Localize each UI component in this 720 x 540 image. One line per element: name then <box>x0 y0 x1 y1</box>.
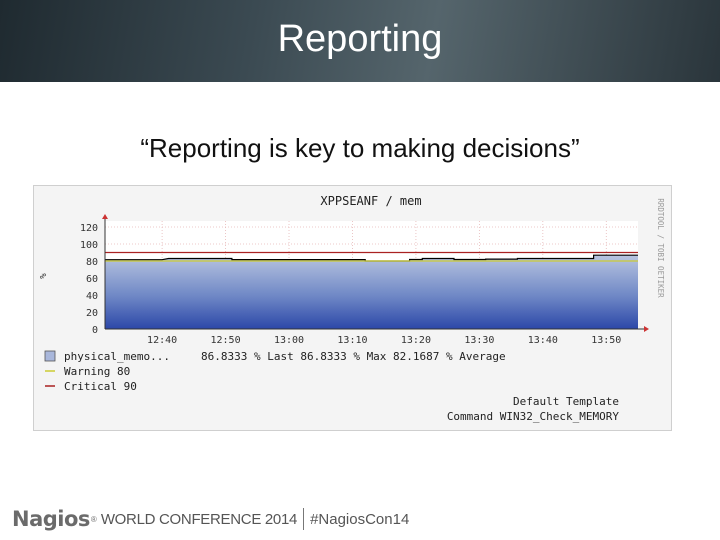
x-tick-label: 13:00 <box>274 335 304 346</box>
rrd-graph-panel: XPPSEANF / mem RRDTOOL / TOBI OETIKER % … <box>33 185 672 431</box>
x-tick-label: 13:10 <box>337 335 367 346</box>
series-area <box>105 255 638 329</box>
registered-mark: ® <box>90 514 97 524</box>
x-tick-label: 13:40 <box>528 335 558 346</box>
conference-label: WORLD CONFERENCE 2014 <box>100 510 298 528</box>
slide-title: Reporting <box>277 18 443 60</box>
hashtag-label: #NagiosCon14 <box>310 510 410 528</box>
conference-footer: Nagios ® WORLD CONFERENCE 2014 #NagiosCo… <box>12 506 409 532</box>
legend-label: Warning 80 <box>64 365 130 378</box>
y-tick-label: 100 <box>80 240 98 251</box>
memory-chart: XPPSEANF / mem RRDTOOL / TOBI OETIKER % … <box>39 194 665 423</box>
chart-title: XPPSEANF / mem <box>320 194 421 208</box>
legend-swatch-physical-memory <box>44 350 56 362</box>
legend-label: Critical 90 <box>64 380 137 393</box>
slide-header: Reporting <box>0 0 720 82</box>
legend-stats: 86.8333 % Last 86.8333 % Max 82.1687 % A… <box>201 350 506 363</box>
x-tick-label: 13:50 <box>591 335 621 346</box>
y-tick-label: 0 <box>92 325 98 336</box>
y-tick-label: 80 <box>86 257 98 268</box>
y-axis-label: % <box>39 273 49 279</box>
legend-label: physical_memo... <box>64 350 170 363</box>
x-tick-label: 13:30 <box>464 335 494 346</box>
x-tick-label: 12:50 <box>211 335 241 346</box>
chart-legend: physical_memo... 86.8333 % Last 86.8333 %… <box>44 350 506 393</box>
y-tick-label: 120 <box>80 223 98 234</box>
y-tick-label: 20 <box>86 308 98 319</box>
x-tick-label: 12:40 <box>147 335 177 346</box>
template-label: Default Template <box>513 395 619 408</box>
x-tick-label: 13:20 <box>401 335 431 346</box>
nagios-logo: Nagios <box>12 507 90 531</box>
x-axis-arrow <box>644 326 649 332</box>
series-line <box>105 254 638 262</box>
y-tick-label: 60 <box>86 274 98 285</box>
y-axis-arrow <box>102 214 108 219</box>
rrdtool-side-label: RRDTOOL / TOBI OETIKER <box>656 198 665 298</box>
footer-divider <box>303 508 305 530</box>
y-tick-label: 40 <box>86 291 98 302</box>
slide-quote: “Reporting is key to making decisions” <box>140 133 580 163</box>
command-label: Command WIN32_Check_MEMORY <box>447 410 620 423</box>
